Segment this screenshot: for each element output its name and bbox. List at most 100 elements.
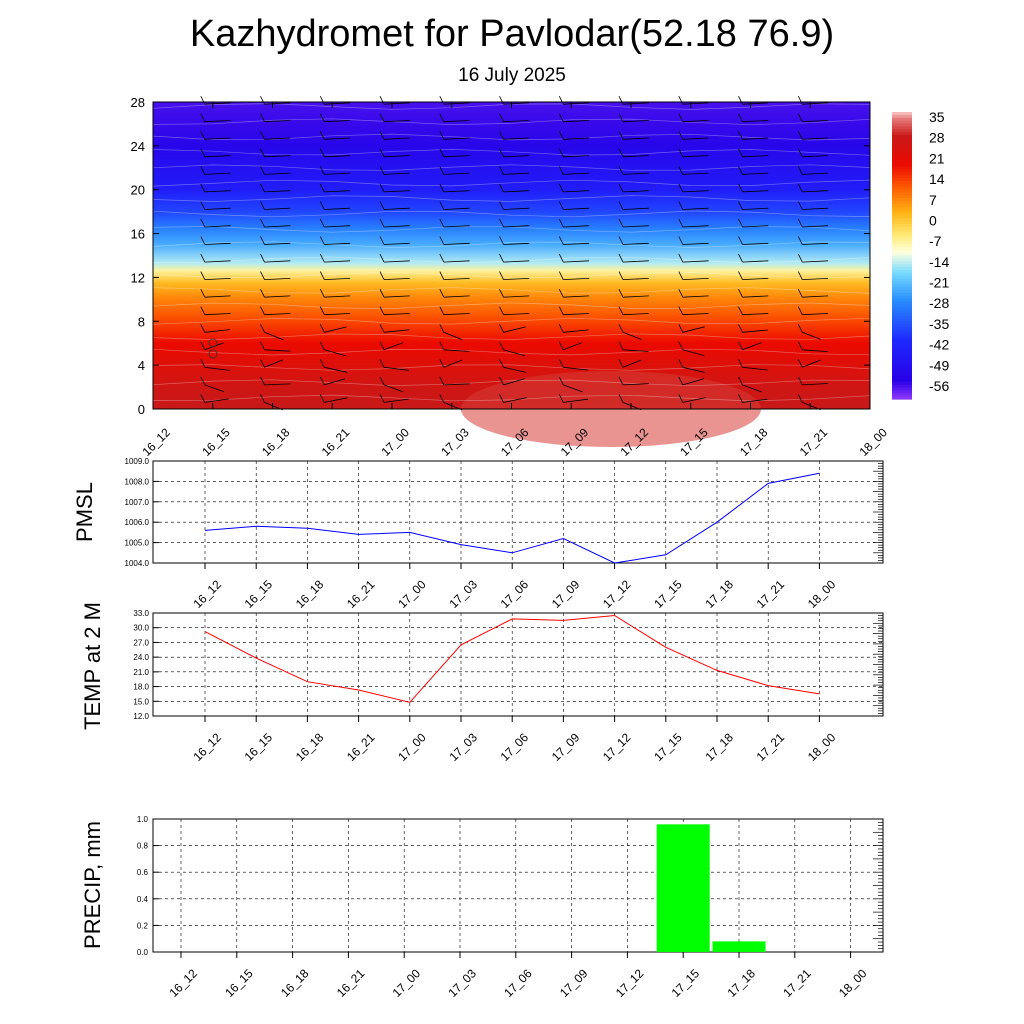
x-tick-label: 17_09 (557, 966, 591, 1000)
wind-barb (678, 359, 706, 373)
contour-line (152, 287, 871, 294)
colorbar-band (892, 218, 912, 222)
wind-barb (379, 306, 410, 316)
colorbar-band (892, 166, 912, 170)
wind-barb (738, 218, 769, 228)
wind-barb (618, 201, 649, 210)
y-tick-label: 1.0 (137, 815, 149, 824)
wind-barb (738, 341, 762, 351)
wind-barb (797, 113, 829, 123)
x-tick-label: 17_18 (702, 577, 736, 611)
wind-barb (678, 183, 709, 193)
colorbar-band (892, 226, 912, 231)
contour-line (152, 195, 871, 202)
colorbar-band (892, 258, 912, 262)
wind-barb (558, 394, 589, 403)
x-tick-label: 16_15 (242, 577, 276, 611)
y-tick-label: 0.8 (137, 842, 149, 851)
y-tick-label: 24.0 (133, 653, 149, 662)
colorbar-band (892, 396, 912, 400)
wind-barb (319, 131, 351, 140)
wind-barb (200, 289, 231, 298)
y-tick-label: 28 (131, 95, 145, 110)
wind-barb (738, 324, 768, 333)
wind-barb (738, 96, 769, 105)
colorbar-band (892, 289, 912, 294)
contour-line (152, 241, 871, 248)
wind-barb (738, 359, 768, 371)
wind-barb (797, 324, 821, 340)
wind-barb (558, 324, 589, 333)
colorbar-band (892, 292, 912, 297)
wind-barb (439, 96, 470, 105)
wind-barb (618, 271, 649, 280)
wind-barb (558, 131, 590, 140)
wind-barb (797, 131, 829, 140)
wind-barb (558, 253, 590, 263)
colorbar-band (892, 172, 912, 176)
colorbar-band (892, 175, 912, 179)
wind-barb (200, 359, 230, 371)
wind-barb (200, 253, 231, 263)
wind-barb (678, 341, 705, 356)
colorbar-band (892, 335, 912, 340)
x-tick-label: 17_21 (754, 730, 788, 764)
colorbar-band (892, 134, 912, 139)
wind-barb (200, 306, 231, 316)
wind-barb (499, 236, 530, 245)
colorbar-band (892, 347, 912, 351)
colorbar-band (892, 307, 912, 311)
x-tick-label: 17_03 (446, 730, 480, 764)
wind-barb (678, 376, 705, 386)
x-tick-label: 17_15 (669, 966, 703, 1000)
wind-barb (319, 341, 346, 357)
wind-barb (678, 236, 709, 245)
wind-barb (439, 306, 470, 316)
wind-barb (439, 271, 470, 280)
wind-barb (200, 131, 231, 140)
wind-barb (260, 96, 291, 105)
wind-barb (618, 236, 649, 245)
contour-line (152, 179, 871, 187)
y-tick-label: 30.0 (133, 624, 149, 633)
precip-bar (712, 941, 766, 952)
wind-barb (319, 236, 351, 245)
wind-barb (558, 113, 590, 123)
colorbar-band (892, 264, 912, 268)
colorbar-band (892, 353, 912, 357)
wind-barb (260, 131, 291, 140)
colorbar-band (892, 381, 912, 386)
colorbar-band (892, 332, 912, 337)
heatmap-field (153, 102, 870, 409)
colorbar-band (892, 200, 912, 205)
contour-line (152, 271, 871, 279)
wind-barb (499, 148, 530, 158)
colorbar-band (892, 198, 912, 202)
wind-barb (439, 253, 470, 263)
wind-barb (797, 236, 829, 245)
colorbar-band (892, 155, 912, 159)
x-tick-label: 17_12 (600, 730, 634, 764)
contour-line (152, 317, 871, 325)
wind-barb (797, 166, 829, 175)
colorbar-band (892, 261, 912, 265)
colorbar-band (892, 315, 912, 320)
series-line (204, 472, 820, 564)
wind-barb (499, 183, 530, 193)
colorbar-band (892, 232, 912, 237)
pmsl-panel: 1004.0 1005.0 1006.0 1007.0 1008.0 1009.0 16_1… (72, 457, 884, 611)
x-tick-label: 16_12 (166, 966, 200, 1000)
wind-barb (499, 289, 530, 298)
contour-line (152, 302, 871, 309)
colorbar-band (892, 241, 912, 245)
wind-barb (738, 166, 769, 175)
wind-barb (260, 201, 291, 210)
colorbar-band (892, 186, 912, 191)
colorbar-band (892, 390, 912, 394)
page-subtitle: 16 July 2025 (458, 65, 566, 86)
wind-barb (618, 218, 649, 228)
contour-line (152, 364, 871, 371)
wind-barb (558, 271, 590, 280)
wind-barb (499, 271, 530, 280)
